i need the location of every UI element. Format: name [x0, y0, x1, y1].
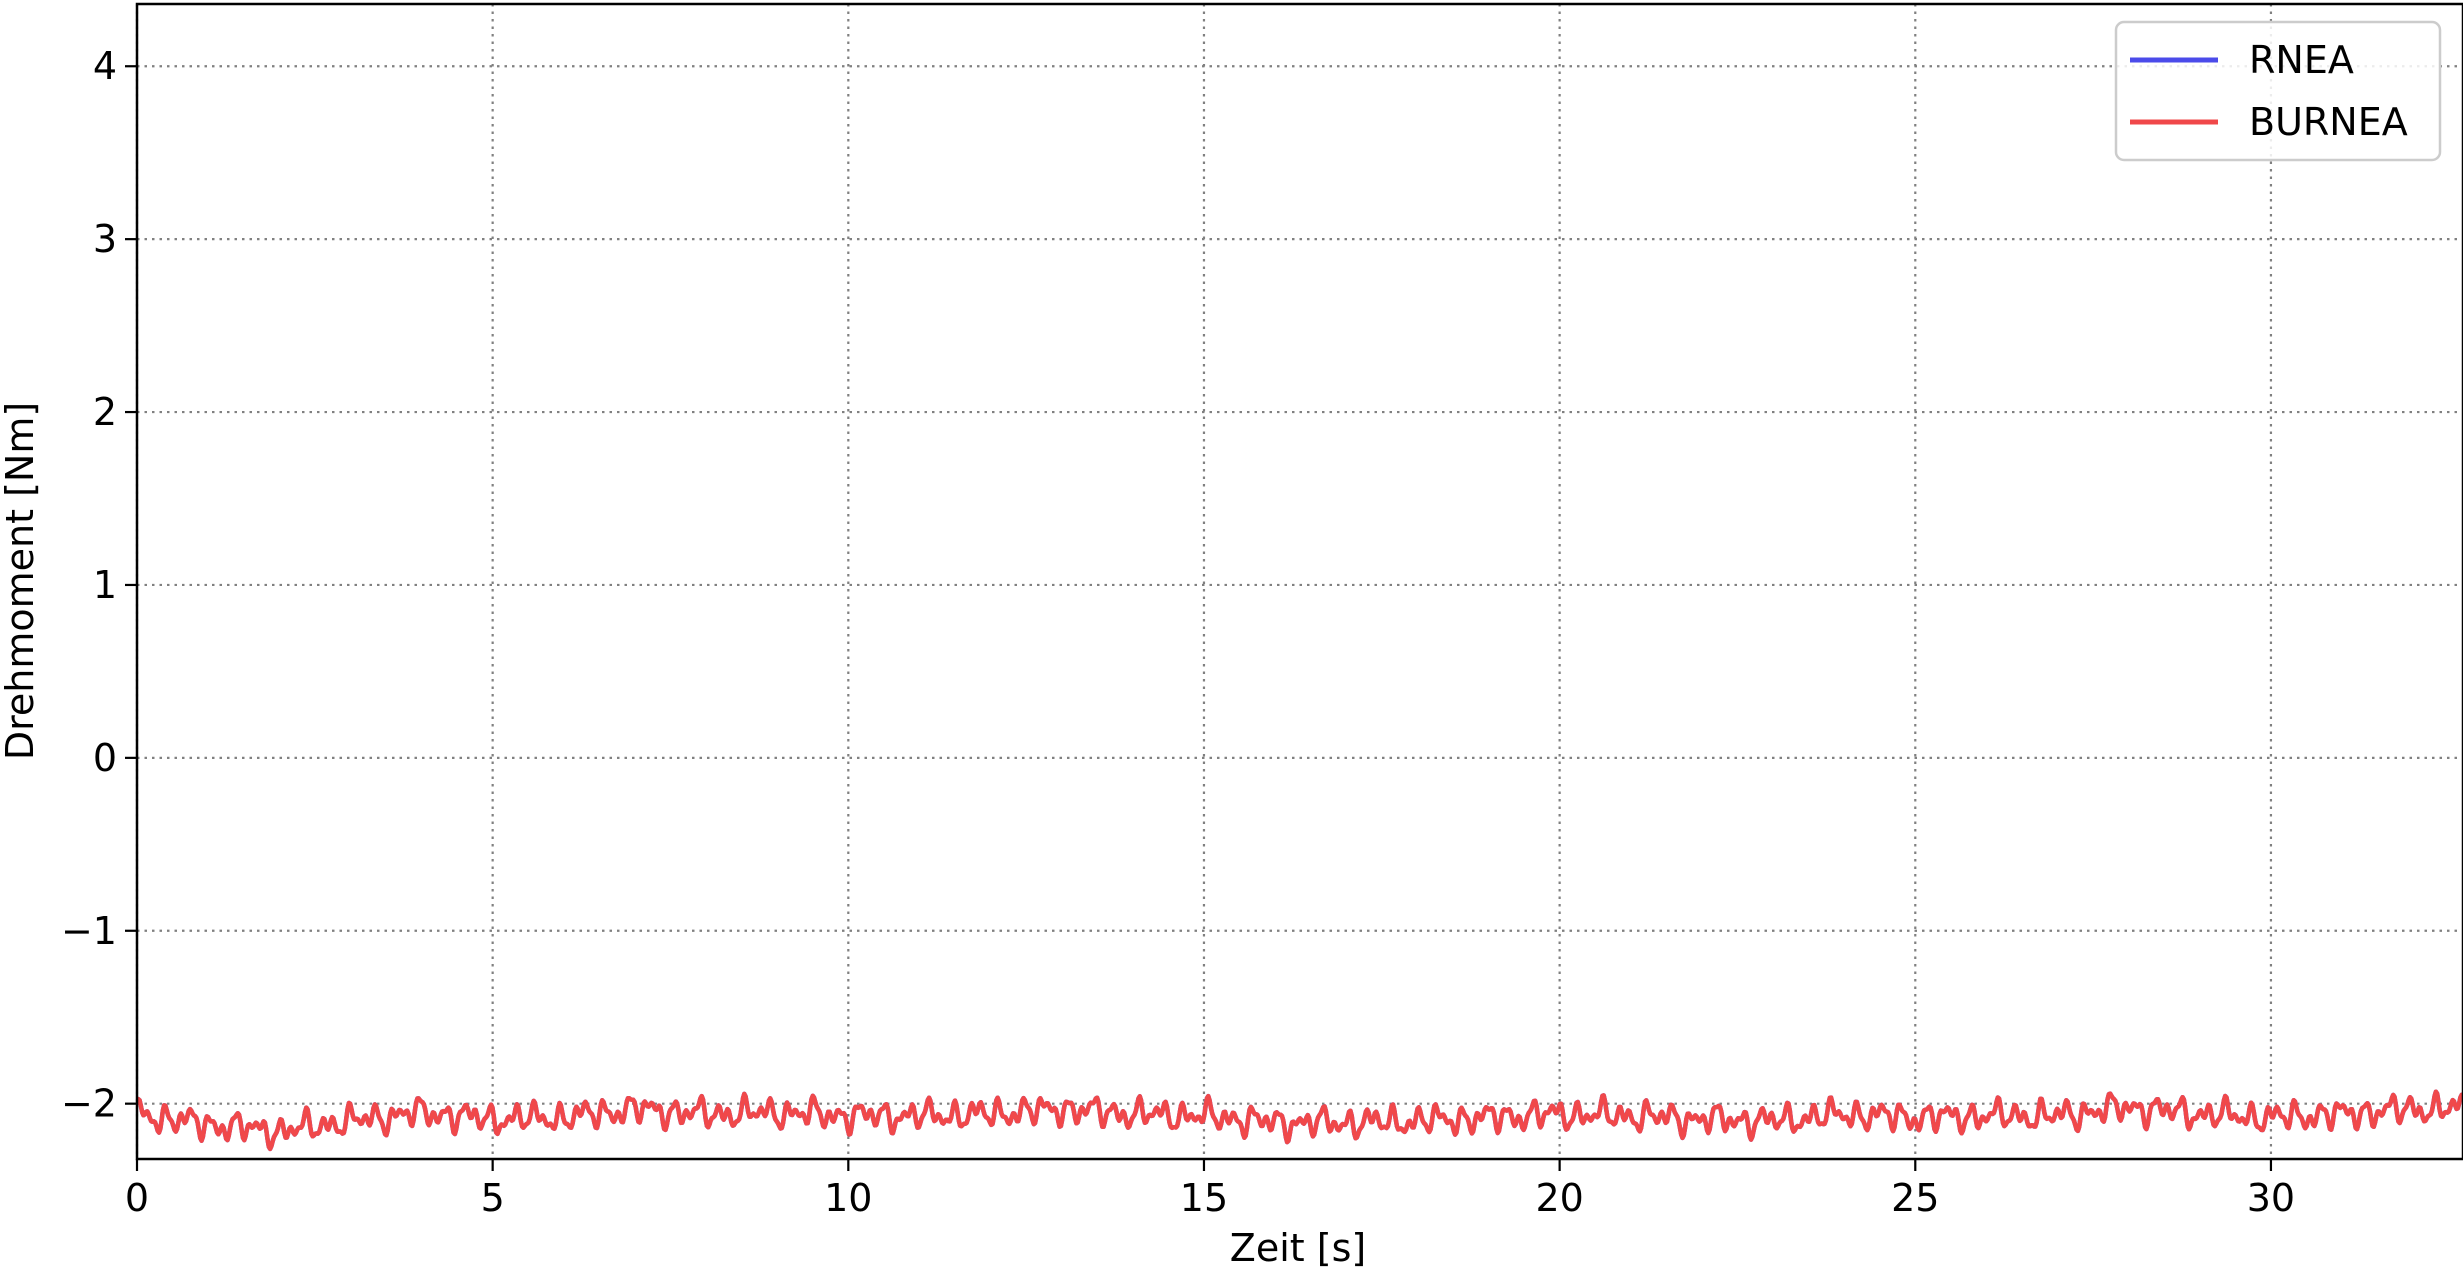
x-axis-label: Zeit [s] [1230, 1226, 1366, 1270]
x-tick-label: 5 [481, 1176, 505, 1220]
x-tick-label: 25 [1891, 1176, 1939, 1220]
plot-frame [135, 2, 2463, 1161]
y-tick-label: 2 [93, 390, 117, 434]
x-tick-label: 20 [1535, 1176, 1583, 1220]
x-tick-label: 30 [2247, 1176, 2295, 1220]
legend-label-burnea: BURNEA [2249, 100, 2408, 144]
series-line-burnea [137, 1089, 2463, 1152]
y-tick-label: 4 [93, 44, 117, 88]
legend-box [2114, 20, 2442, 162]
legend-label-rnea: RNEA [2249, 38, 2354, 82]
y-axis-label: Drehmoment [Nm] [0, 402, 42, 760]
y-tick-label: −1 [61, 909, 117, 953]
x-tick-label: 0 [125, 1176, 149, 1220]
grid-lines [135, 4, 2463, 1159]
series-layer [137, 1089, 2463, 1152]
x-tick-label: 10 [824, 1176, 872, 1220]
y-tick-label: −2 [61, 1082, 117, 1126]
y-tick-label: 3 [93, 217, 117, 261]
axis-ticks: 0 5 10 15 20 25 30 −2 −1 0 1 2 3 4 [61, 44, 2295, 1220]
x-tick-label: 15 [1180, 1176, 1228, 1220]
legend: RNEA BURNEA [2114, 20, 2442, 162]
y-tick-label: 1 [93, 563, 117, 607]
y-tick-label: 0 [93, 736, 117, 780]
